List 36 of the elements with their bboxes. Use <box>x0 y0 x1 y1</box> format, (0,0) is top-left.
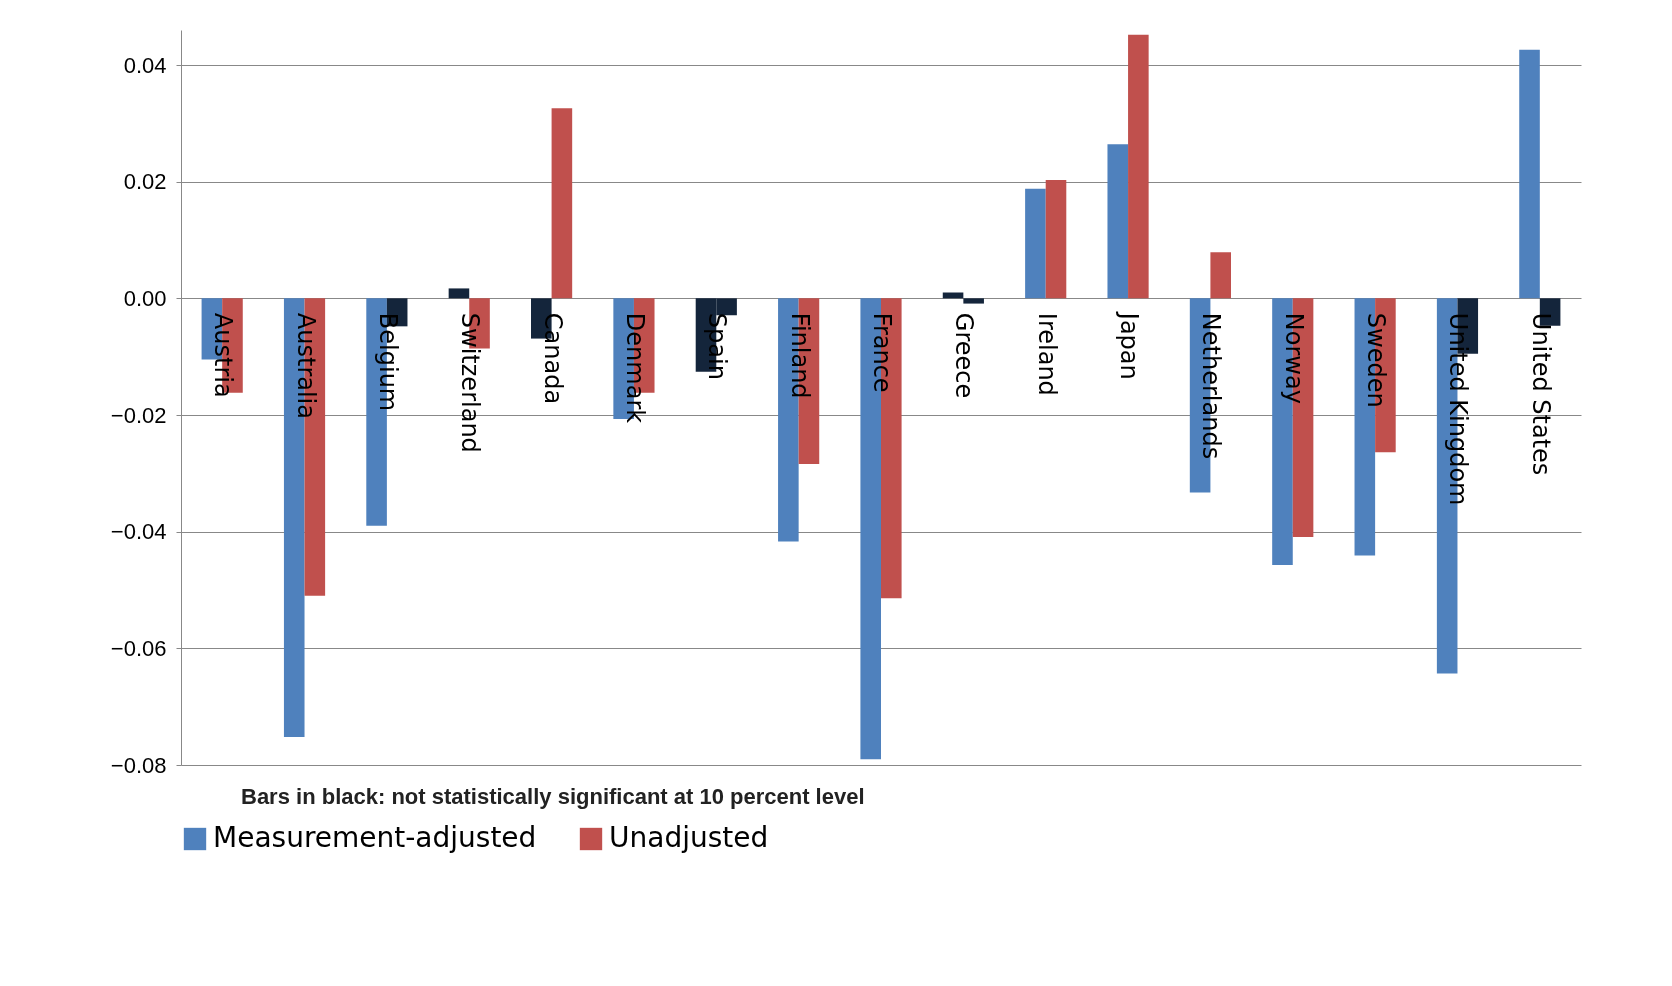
x-tick-label: Sweden <box>1362 312 1391 408</box>
x-tick-label: Switzerland <box>456 312 485 453</box>
x-tick-label: United Kingdom <box>1444 312 1473 506</box>
x-tick-label: United States <box>1526 312 1555 476</box>
bar <box>448 288 470 299</box>
x-tick-label: Japan <box>1115 310 1144 380</box>
y-tick-label: −0.02 <box>110 402 167 428</box>
x-tick-label: Australia <box>291 312 320 420</box>
bar <box>1128 34 1149 299</box>
y-tick-label: 0.04 <box>123 52 167 78</box>
legend-label: Unadjusted <box>609 821 769 854</box>
bar <box>963 298 984 304</box>
bar <box>1107 144 1129 299</box>
x-tick-label: Canada <box>538 312 567 405</box>
x-tick-label: Norway <box>1279 312 1308 404</box>
x-tick-label: Denmark <box>620 312 649 424</box>
y-tick-label: −0.04 <box>110 519 167 545</box>
bar <box>1519 49 1540 299</box>
bar <box>1025 188 1046 299</box>
y-tick-label: −0.06 <box>110 635 167 661</box>
x-tick-label: Belgium <box>373 312 402 412</box>
x-tick-label: France <box>868 312 896 393</box>
x-tick-label: Greece <box>950 312 979 399</box>
y-tick-label: 0.00 <box>123 285 167 311</box>
bar <box>551 108 573 299</box>
x-tick-label: Ireland <box>1032 312 1061 396</box>
x-tick-label: Finland <box>785 312 814 399</box>
y-tick-label: −0.08 <box>110 752 167 778</box>
bar <box>1210 252 1231 299</box>
x-tick-label: Netherlands <box>1197 312 1226 460</box>
text: Bars in black: not statistically significant at 10 percent level <box>241 784 865 809</box>
x-tick-label: Austria <box>209 312 238 398</box>
bar <box>1045 179 1067 299</box>
x-tick-label: Spain <box>703 312 732 380</box>
y-tick-label: 0.02 <box>123 169 167 195</box>
legend-label: Measurement-adjusted <box>213 821 537 854</box>
